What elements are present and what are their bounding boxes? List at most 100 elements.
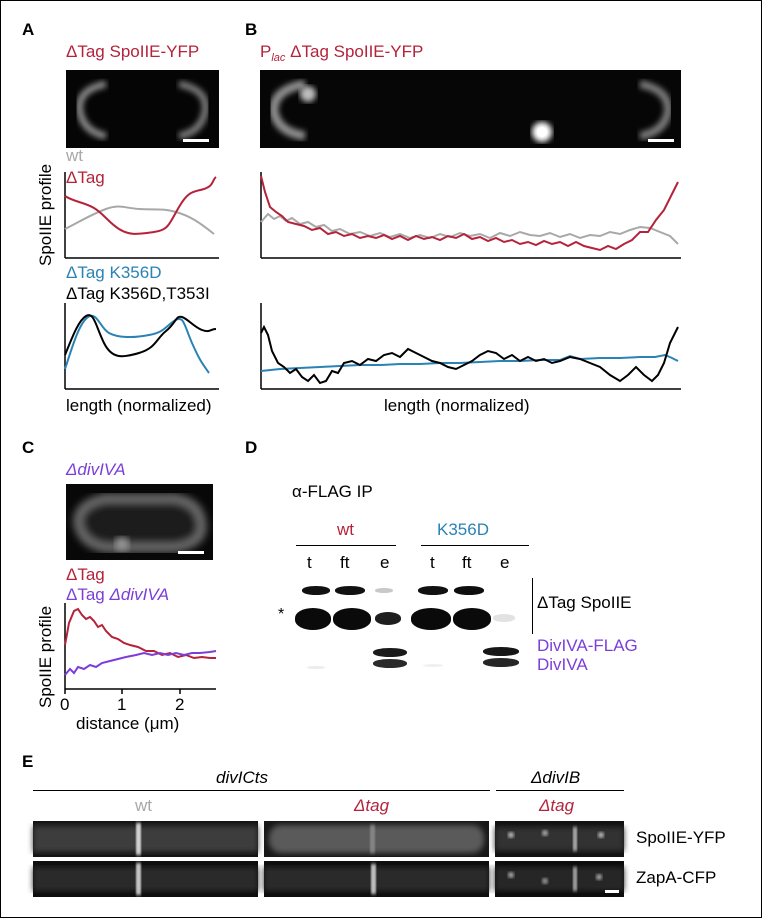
- lane-label-2: ft: [340, 553, 350, 572]
- panel-a-bottom-plot: [64, 303, 219, 390]
- scale-bar: [178, 551, 204, 554]
- x-tick-label-0: 0: [60, 695, 70, 714]
- panel-c-xlabel: distance (μm): [76, 714, 180, 733]
- lane-label-5: ft: [462, 553, 472, 572]
- panel-c-legend-dtag: ΔTag: [66, 565, 105, 584]
- panel-c-legend-2a: ΔTag: [66, 585, 110, 604]
- panel-e-col-dtag: Δtag: [354, 796, 390, 815]
- panel-d-bracket-k356d: [421, 545, 529, 546]
- panel-b-title-p: P: [260, 42, 272, 61]
- series-k356d-t353i: [260, 324, 679, 385]
- band: [423, 664, 443, 667]
- panel-b-micrograph: [260, 70, 681, 148]
- series-wt: [64, 205, 215, 235]
- x-tick-label-2: 2: [175, 695, 185, 714]
- image-spoiie-dtag-ddivib: [495, 821, 624, 857]
- panel-a-ylabel: SpoIIE profile: [36, 163, 55, 266]
- panel-d-label-diviva-flag: DivIVA-FLAG: [537, 636, 638, 655]
- series-wt: [260, 212, 679, 245]
- panel-e-micrograph-grid: [33, 821, 624, 897]
- band: [335, 586, 365, 595]
- panel-a-legend-k356d-t353i: ΔTag K356D,T353I: [66, 284, 210, 303]
- band: [453, 608, 491, 630]
- panel-a-micrograph: [66, 70, 219, 148]
- panel-letter-b: B: [245, 20, 258, 39]
- band: [373, 659, 407, 668]
- series-dtag: [64, 607, 216, 660]
- lane-label-3: e: [380, 553, 390, 572]
- panel-e-line-ddivib: [496, 790, 624, 791]
- panel-e-group-ddivib: ΔdivIB: [531, 768, 581, 787]
- image-zapa-dtag: [264, 861, 489, 897]
- series-k356d: [260, 353, 679, 372]
- panel-e-col-dtag-ddivib: Δtag: [539, 796, 575, 815]
- panel-a-legend-wt: wt: [66, 146, 83, 165]
- series-dtag: [260, 175, 679, 252]
- panel-c-plot: [64, 603, 217, 694]
- series-k356d-t353i: [64, 314, 217, 358]
- panel-d-group-wt: wt: [337, 520, 354, 539]
- panel-letter-e: E: [22, 752, 34, 771]
- scale-bar: [605, 890, 619, 893]
- panel-a-legend-k356d: ΔTag K356D: [66, 263, 162, 282]
- image-spoiie-dtag: [264, 821, 489, 857]
- lane-label-1: t: [307, 553, 312, 572]
- series-dtag: [64, 176, 217, 235]
- panel-letter-a: A: [22, 20, 35, 39]
- panel-e-row-spoiie: SpoIIE-YFP: [636, 828, 726, 847]
- band: [411, 608, 451, 630]
- panel-e-row-zapa: ZapA-CFP: [636, 868, 717, 887]
- series-k356d: [64, 314, 210, 374]
- band: [373, 648, 407, 657]
- panel-c-micrograph: [66, 484, 213, 560]
- blot-diviva: [293, 640, 528, 676]
- lane-label-4: t: [430, 553, 435, 572]
- band: [307, 666, 325, 669]
- x-tick-label-1: 1: [117, 695, 127, 714]
- band: [375, 612, 401, 625]
- image-spoiie-wt: [33, 821, 258, 857]
- panel-b-title-rest: ΔTag SpoIIE-YFP: [285, 42, 424, 61]
- panel-b-top-plot: [260, 172, 681, 259]
- band: [454, 586, 484, 595]
- band: [333, 608, 371, 630]
- panel-c-ylabel: SpoIIE profile: [36, 605, 55, 708]
- panel-e-group-divicts: divICts: [216, 768, 268, 787]
- panel-letter-d: D: [245, 438, 258, 457]
- band: [302, 586, 330, 595]
- panel-a-xlabel: length (normalized): [66, 396, 212, 415]
- band: [418, 586, 448, 595]
- panel-b-bottom-plot: [260, 303, 681, 390]
- blot-spoiie-upper: [293, 578, 528, 602]
- panel-a-cell-image: [66, 70, 219, 148]
- panel-d-ip-label: α-FLAG IP: [292, 482, 373, 501]
- scale-bar: [648, 139, 674, 142]
- band: [483, 658, 519, 667]
- panel-d-bracket-wt: [296, 545, 396, 546]
- band: [375, 588, 393, 593]
- image-zapa-dtag-ddivib: [495, 861, 624, 897]
- band: [483, 647, 519, 656]
- panel-c-legend-2b: ΔdivIVA: [109, 585, 170, 604]
- panel-b-title: Plac ΔTag SpoIIE-YFP: [260, 42, 424, 64]
- panel-c-legend-dtag-ddiviva: ΔTag ΔdivIVA: [66, 585, 169, 605]
- panel-d-side-bracket: [532, 578, 533, 634]
- blot-spoiie-lower: [293, 604, 528, 634]
- panel-d-label-spoiie: ΔTag SpoIIE: [537, 593, 632, 612]
- panel-letter-c: C: [22, 438, 35, 457]
- scale-bar: [183, 139, 209, 142]
- panel-b-xlabel: length (normalized): [384, 396, 530, 415]
- panel-c-cell-image: [66, 484, 213, 560]
- panel-d-label-diviva: DivIVA: [537, 655, 588, 674]
- panel-d-group-k356d: K356D: [437, 520, 489, 539]
- band: [493, 614, 515, 622]
- band: [295, 608, 331, 630]
- panel-c-title: ΔdivIVA: [66, 460, 126, 479]
- image-zapa-wt: [33, 861, 258, 897]
- panel-b-title-sub: lac: [271, 52, 286, 64]
- panel-a-legend-dtag: ΔTag: [66, 168, 105, 187]
- panel-b-cell-image: [260, 70, 681, 148]
- panel-e-col-wt: wt: [135, 796, 152, 815]
- lane-label-6: e: [500, 553, 510, 572]
- panel-a-top-plot: [64, 172, 219, 259]
